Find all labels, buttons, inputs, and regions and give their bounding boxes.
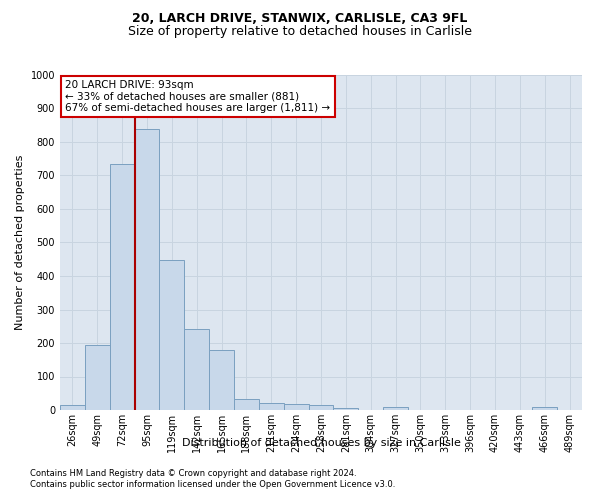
Bar	[259, 402, 284, 410]
Text: Contains public sector information licensed under the Open Government Licence v3: Contains public sector information licen…	[30, 480, 395, 489]
Bar	[284, 404, 308, 410]
Bar	[134, 130, 160, 410]
Y-axis label: Number of detached properties: Number of detached properties	[15, 155, 25, 330]
Text: Contains HM Land Registry data © Crown copyright and database right 2024.: Contains HM Land Registry data © Crown c…	[30, 468, 356, 477]
Bar	[334, 408, 358, 410]
Bar	[184, 329, 209, 410]
Bar	[85, 344, 110, 410]
Text: 20, LARCH DRIVE, STANWIX, CARLISLE, CA3 9FL: 20, LARCH DRIVE, STANWIX, CARLISLE, CA3 …	[133, 12, 467, 26]
Bar	[234, 399, 259, 410]
Bar	[60, 405, 85, 410]
Text: 20 LARCH DRIVE: 93sqm
← 33% of detached houses are smaller (881)
67% of semi-det: 20 LARCH DRIVE: 93sqm ← 33% of detached …	[65, 80, 331, 113]
Bar	[160, 260, 184, 410]
Bar	[532, 408, 557, 410]
Bar	[209, 350, 234, 410]
Bar	[110, 164, 134, 410]
Text: Distribution of detached houses by size in Carlisle: Distribution of detached houses by size …	[182, 438, 460, 448]
Bar	[308, 405, 334, 410]
Text: Size of property relative to detached houses in Carlisle: Size of property relative to detached ho…	[128, 25, 472, 38]
Bar	[383, 408, 408, 410]
